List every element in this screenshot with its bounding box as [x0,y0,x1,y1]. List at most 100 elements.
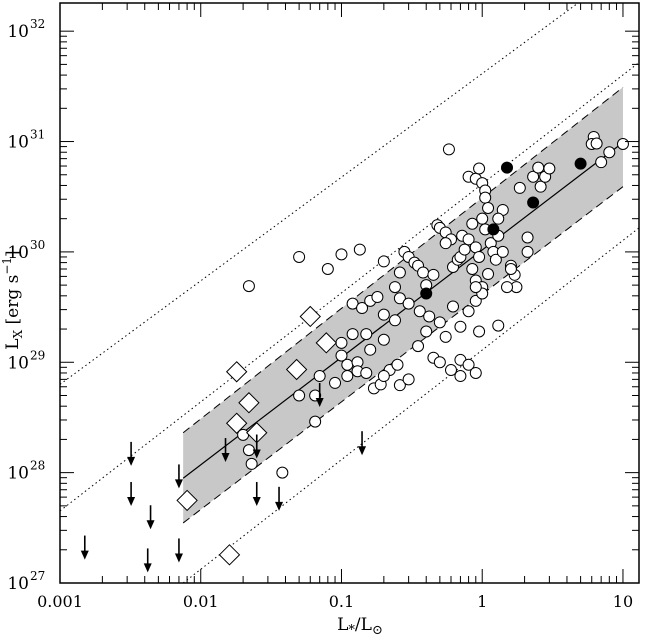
open-circle-point [335,349,348,362]
open-circle-point [521,245,534,258]
open-circle-point [420,325,433,338]
upper-limit-arrow [358,431,367,456]
open-circle-point [439,237,452,250]
upper-limit-arrow [252,434,261,459]
x-axis: 0.001 0.01 0.1 1 10 [37,3,633,611]
open-diamond-point [225,361,248,383]
upper-limit-arrow [275,486,284,511]
arrow-head [174,479,183,489]
open-circle-point [412,340,425,353]
open-circle-point [377,370,390,383]
regression-line [182,142,624,479]
x-tick-label: 0.001 [37,592,83,611]
arrow-head [275,501,284,511]
open-circle-point [433,356,446,369]
open-circle-point [458,243,471,256]
x-tick-label: 0.01 [183,592,219,611]
open-circle-point [417,266,430,279]
open-circle-point [489,253,502,266]
arrow-head [252,449,261,459]
open-circle-point [402,373,415,386]
open-circle-point [393,379,406,392]
y-tick-label: 10 [7,243,29,263]
filled-circle-point [574,157,587,170]
arrow-head [127,456,136,466]
open-circle-point [504,262,517,275]
open-diamond-point [225,412,248,434]
filled-circle-point [420,287,433,300]
y-tick-exponent: 29 [30,348,45,362]
open-circle-point [590,137,603,150]
y-tick-exponent: 27 [30,569,45,583]
y-tick-label: 10 [7,574,29,594]
upper-limit-arrow [146,505,155,530]
open-circle-point [543,162,556,175]
arrow-head [80,550,89,560]
arrow-head [174,553,183,563]
open-circle-point [341,370,354,383]
open-circle-point [444,364,457,377]
upper-limit-arrow [127,441,136,466]
open-circle-point [454,370,467,383]
open-circle-point [492,319,505,332]
open-circle-point [360,328,373,341]
open-diamond-point [218,544,241,566]
filled-circle-point [527,196,540,209]
upper-limit-arrow [252,481,261,506]
open-circle-point [293,250,306,263]
open-diamond-point [285,358,308,381]
open-circle-point [447,300,460,313]
y-tick-label: 10 [7,353,29,373]
plot-frame [59,2,640,584]
open-diamond-point [238,392,260,414]
open-circle-point [388,314,401,327]
open-circle-point [393,266,406,279]
open-circle-point [335,248,348,261]
data-points [80,130,629,573]
open-circle-point [309,415,322,428]
open-circle-point [603,146,616,159]
open-circle-point [466,217,479,230]
open-circle-point [462,358,475,371]
arrow-head [252,496,261,506]
open-circle-point [532,161,545,174]
open-circle-point [527,170,540,183]
y-tick-exponent: 30 [30,238,45,252]
open-circle-point [402,297,415,310]
x-tick-label: 10 [613,592,633,611]
upper-limit-arrow [174,538,183,563]
x-axis-label: L*/L⊙ [337,615,383,638]
open-circle-point [356,302,369,315]
reference-lines [60,3,639,583]
open-circle-point [462,305,475,318]
open-circle-point [360,366,373,379]
open-diamond-point [315,332,338,354]
open-circle-point [293,389,306,402]
open-circle-point [423,310,436,323]
open-circle-point [242,444,255,457]
open-circle-point [335,336,348,349]
open-circle-point [466,262,479,275]
open-circle-point [439,330,452,343]
open-circle-point [462,233,475,246]
arrow-head [127,496,136,506]
open-circle-point [473,250,486,263]
upper-limit-arrow [80,535,89,560]
open-circle-point [433,316,446,329]
y-tick-label: 10 [7,464,29,484]
open-circle-point [364,343,377,356]
open-circle-point [413,305,426,318]
open-circle-point [346,328,359,341]
open-circle-point [501,281,514,294]
open-circle-point [388,281,401,294]
arrow-head [358,446,367,456]
open-circle-point [371,291,384,304]
open-circle-point [479,191,492,204]
y-axis-label: LX [erg s−1] [0,250,25,349]
fit-line [182,142,624,479]
open-circle-point [393,292,406,305]
open-circle-point [454,320,467,333]
filled-circle-point [501,161,514,174]
open-diamond-point [299,305,321,328]
band-upper-edge [182,86,624,434]
